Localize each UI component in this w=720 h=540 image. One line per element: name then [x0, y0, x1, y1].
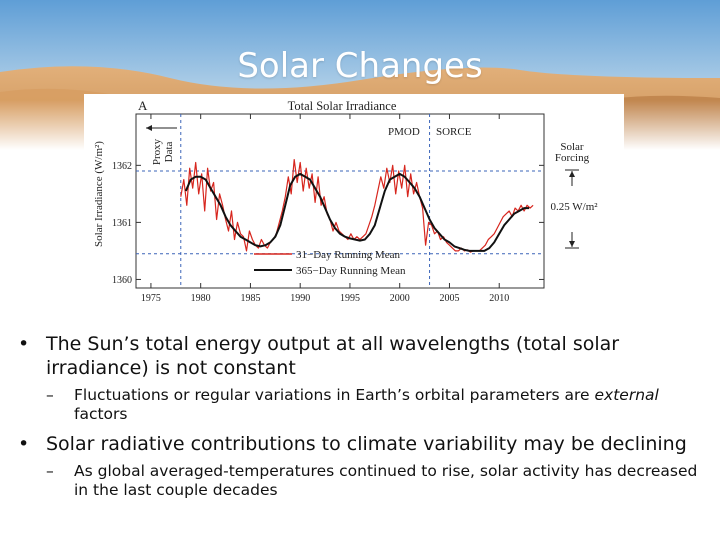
bullet-list: • The Sun’s total energy output at all w…: [18, 332, 708, 508]
dash-glyph: –: [46, 462, 54, 480]
pmod-label: PMOD: [388, 126, 420, 138]
x-tick-label: 2005: [439, 293, 459, 304]
forcing-label-1: Solar: [560, 141, 584, 153]
solar-irradiance-figure: A Total Solar Irradiance Solar Irradianc…: [84, 94, 624, 306]
bullet-text: Solar radiative contributions to climate…: [46, 433, 687, 455]
x-tick-label: 2000: [390, 293, 410, 304]
axis-ticks: 1975 1980 1985 1990 1995 2000 2005 2010 1360 1361…: [112, 114, 544, 304]
forcing-annotation: Solar Forcing 0.25 W/m²: [550, 141, 598, 249]
forcing-arrow-up-head: [569, 171, 575, 177]
series-layer: [180, 158, 534, 253]
sub-bullet-item: – As global averaged-temperatures contin…: [18, 462, 708, 500]
sub-bullet-item: – Fluctuations or regular variations in …: [18, 386, 708, 424]
series-365-day-line: [184, 172, 530, 252]
bullet-text: The Sun’s total energy output at all wav…: [46, 333, 620, 379]
irradiance-chart: A Total Solar Irradiance Solar Irradianc…: [93, 98, 598, 304]
forcing-label-2: Forcing: [555, 152, 590, 164]
legend-label-365: 365−Day Running Mean: [296, 265, 406, 277]
legend: 31−Day Running Mean 365−Day Running Mean: [254, 249, 406, 277]
proxy-label-2: Data: [163, 142, 175, 163]
y-axis-label: Solar Irradiance (W/m²): [93, 141, 105, 247]
x-tick-label: 1985: [240, 293, 260, 304]
proxy-arrow-head: [146, 125, 152, 131]
bullet-glyph: •: [18, 433, 30, 455]
forcing-arrow-down-head: [569, 241, 575, 247]
sub-bullet-emphasis: external: [594, 386, 659, 404]
sorce-label: SORCE: [436, 126, 472, 138]
sub-bullet-text: As global averaged-temperatures continue…: [74, 462, 698, 499]
forcing-value: 0.25 W/m²: [550, 201, 598, 213]
slide-title: Solar Changes: [237, 46, 483, 86]
x-tick-label: 1975: [141, 293, 161, 304]
sub-bullet-text-end: factors: [74, 405, 128, 423]
y-tick-label: 1362: [112, 161, 132, 172]
x-tick-label: 1990: [290, 293, 310, 304]
sub-bullet-text: Fluctuations or regular variations in Ea…: [74, 386, 595, 404]
y-tick-label: 1360: [112, 275, 132, 286]
bullet-glyph: •: [18, 333, 30, 355]
series-31-day-line: [180, 158, 534, 253]
bullet-item: • The Sun’s total energy output at all w…: [18, 332, 708, 380]
proxy-annotation: Proxy Data: [146, 125, 177, 165]
dash-glyph: –: [46, 386, 54, 404]
reference-lines: [136, 114, 544, 288]
chart-title: Total Solar Irradiance: [288, 99, 397, 113]
x-tick-label: 2010: [489, 293, 509, 304]
panel-label: A: [138, 98, 148, 113]
proxy-label-1: Proxy: [151, 138, 163, 165]
x-tick-label: 1995: [340, 293, 360, 304]
plot-frame: [135, 113, 545, 289]
legend-label-31: 31−Day Running Mean: [296, 249, 400, 261]
bullet-item: • Solar radiative contributions to clima…: [18, 432, 708, 456]
y-tick-label: 1361: [112, 218, 132, 229]
x-tick-label: 1980: [191, 293, 211, 304]
